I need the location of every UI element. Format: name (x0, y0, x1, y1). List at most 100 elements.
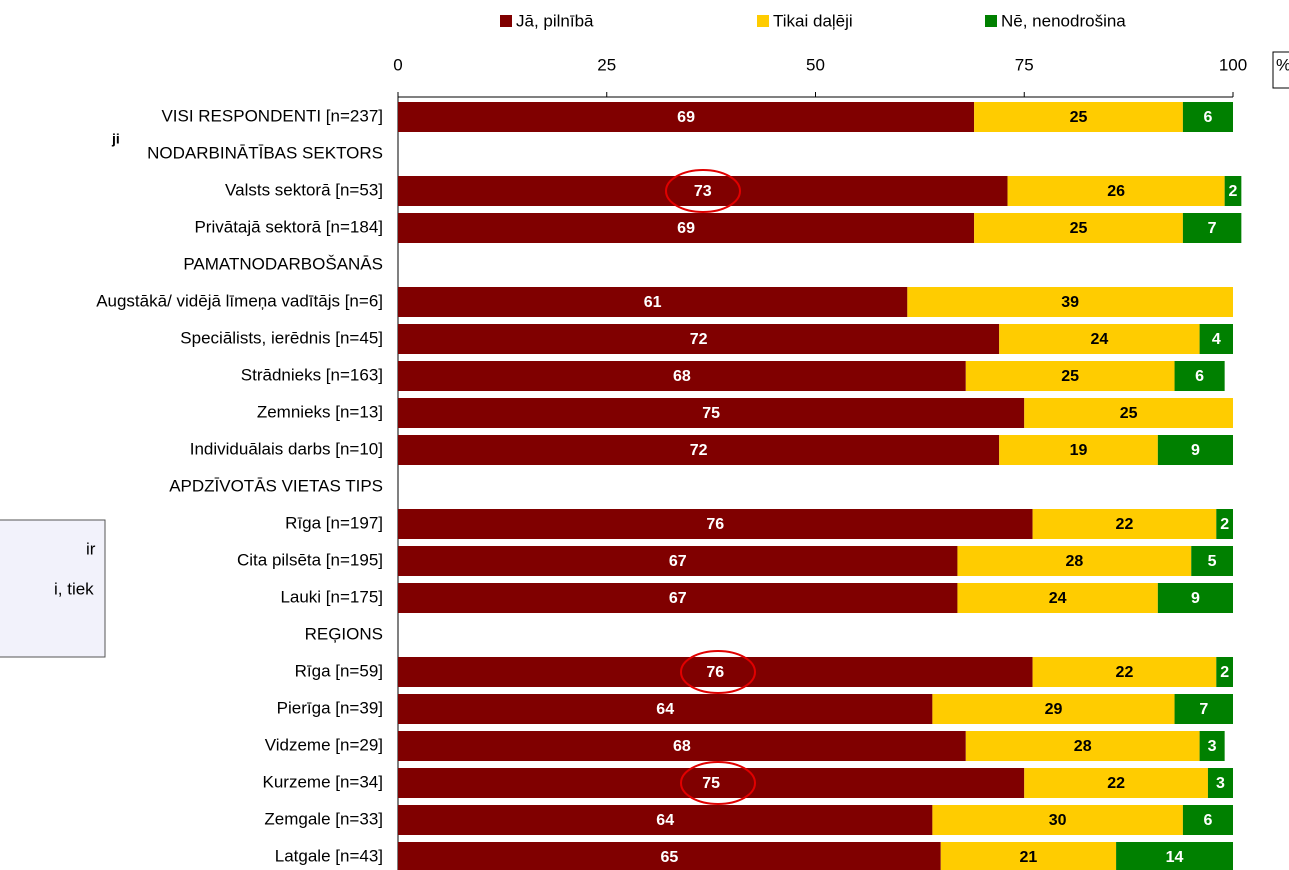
value-label: 4 (1212, 331, 1221, 348)
value-label: 5 (1208, 553, 1217, 570)
legend-label: Nē, nenodrošina (1001, 11, 1126, 30)
bar-segment (1032, 509, 1217, 539)
bar-segment (398, 694, 933, 724)
value-label: 22 (1107, 775, 1125, 792)
value-label: 68 (673, 368, 691, 385)
category-label: Kurzeme [n=34] (263, 772, 384, 791)
category-label: PAMATNODARBOŠANĀS (183, 254, 383, 273)
bar-segment (965, 361, 1175, 391)
bar-segment (1216, 657, 1233, 687)
bar-segment (940, 842, 1117, 870)
value-label: 67 (669, 590, 687, 607)
bar-segment (1174, 361, 1225, 391)
category-label: Individuālais darbs [n=10] (190, 439, 383, 458)
bar-segment (1224, 176, 1242, 206)
value-label: 2 (1220, 516, 1229, 533)
bar-segment (932, 805, 1183, 835)
value-label: 25 (1061, 368, 1079, 385)
bar-segment (398, 657, 1033, 687)
bar-segment (398, 768, 1025, 798)
bar-segment (398, 842, 941, 870)
bar-segment (398, 324, 1000, 354)
category-label: Strādnieks [n=163] (241, 365, 383, 384)
value-label: 25 (1070, 220, 1088, 237)
bar-segment (1157, 583, 1233, 613)
value-label: 68 (673, 738, 691, 755)
side-text: ji (111, 131, 120, 147)
value-label: 2 (1229, 183, 1238, 200)
value-label: 75 (702, 405, 720, 422)
value-label: 65 (660, 849, 678, 866)
category-label: REĢIONS (305, 624, 383, 643)
value-label: 67 (669, 553, 687, 570)
bar-segment (1199, 324, 1233, 354)
value-label: 6 (1203, 109, 1212, 126)
bar-segment (398, 102, 975, 132)
bar-segment (398, 583, 958, 613)
bar-segment (398, 176, 1008, 206)
bar-segment (398, 509, 1033, 539)
highlight-ellipse (665, 169, 741, 213)
category-label: Zemnieks [n=13] (257, 402, 383, 421)
value-label: 24 (1091, 331, 1109, 348)
value-label: 28 (1074, 738, 1092, 755)
bar-segment (1116, 842, 1233, 870)
category-label: NODARBINĀTĪBAS SEKTORS (147, 143, 383, 162)
value-label: 75 (702, 775, 720, 792)
bar-segment (1191, 546, 1233, 576)
category-label: Rīga [n=59] (295, 661, 383, 680)
category-label: APDZĪVOTĀS VIETAS TIPS (169, 476, 383, 495)
legend-swatch (985, 15, 997, 27)
legend-label: Tikai daļēji (773, 11, 853, 30)
category-label: Rīga [n=197] (285, 513, 383, 532)
bar-segment (1182, 213, 1242, 243)
category-label: Pierīga [n=39] (277, 698, 383, 717)
bar-segment (999, 435, 1158, 465)
legend-label: Jā, pilnībā (516, 11, 594, 30)
bar-segment (1032, 657, 1217, 687)
value-label: 30 (1049, 812, 1067, 829)
value-label: 64 (656, 812, 674, 829)
value-label: 21 (1020, 849, 1038, 866)
highlight-ellipse (680, 761, 756, 805)
value-label: 22 (1116, 516, 1134, 533)
value-label: 6 (1203, 812, 1212, 829)
bar-segment (974, 102, 1183, 132)
bar-segment (999, 324, 1200, 354)
value-label: 3 (1208, 738, 1217, 755)
category-label: Vidzeme [n=29] (265, 735, 383, 754)
bar-segment (907, 287, 1233, 317)
legend-swatch (500, 15, 512, 27)
bar-segment (957, 583, 1158, 613)
value-label: 64 (656, 701, 674, 718)
bar-segment (1024, 768, 1208, 798)
value-label: 69 (677, 220, 695, 237)
bar-segment (398, 435, 1000, 465)
value-label: 19 (1070, 442, 1088, 459)
value-label: 22 (1116, 664, 1134, 681)
category-label: Augstākā/ vidējā līmeņa vadītājs [n=6] (96, 291, 383, 310)
side-box (0, 519, 106, 658)
x-tick-label: 0 (393, 55, 402, 74)
value-label: 6 (1195, 368, 1204, 385)
bar-segment (1182, 102, 1233, 132)
value-label: 2 (1220, 664, 1229, 681)
x-tick-label: 100 (1219, 55, 1247, 74)
value-label: 24 (1049, 590, 1067, 607)
value-label: 9 (1191, 442, 1200, 459)
category-label: Cita pilsēta [n=195] (237, 550, 383, 569)
x-tick-label: 75 (1015, 55, 1034, 74)
bar-segment (398, 805, 933, 835)
value-label: 29 (1045, 701, 1063, 718)
category-label: VISI RESPONDENTI [n=237] (161, 106, 383, 125)
bar-segment (398, 287, 908, 317)
side-text: ir (86, 539, 96, 558)
bar-segment (1024, 398, 1233, 428)
bar-segment (974, 213, 1183, 243)
x-tick-label: 25 (597, 55, 616, 74)
bar-segment (1216, 509, 1233, 539)
side-text: i, tiek (54, 579, 94, 598)
category-label: Lauki [n=175] (280, 587, 383, 606)
highlight-ellipse (680, 650, 756, 694)
